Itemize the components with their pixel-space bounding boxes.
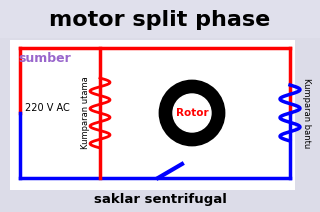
Text: saklar sentrifugal: saklar sentrifugal (93, 194, 227, 206)
Text: Kumparan utama: Kumparan utama (82, 77, 91, 149)
Text: Kumparan bantu: Kumparan bantu (301, 78, 310, 148)
Bar (10, 40, 295, 190)
Bar (0, 0, 320, 38)
Circle shape (173, 94, 211, 132)
Circle shape (160, 81, 224, 145)
Text: motor split phase: motor split phase (49, 10, 271, 30)
Text: sumber: sumber (18, 52, 71, 65)
Text: 220 V AC: 220 V AC (25, 103, 70, 113)
Text: Rotor: Rotor (176, 108, 208, 118)
